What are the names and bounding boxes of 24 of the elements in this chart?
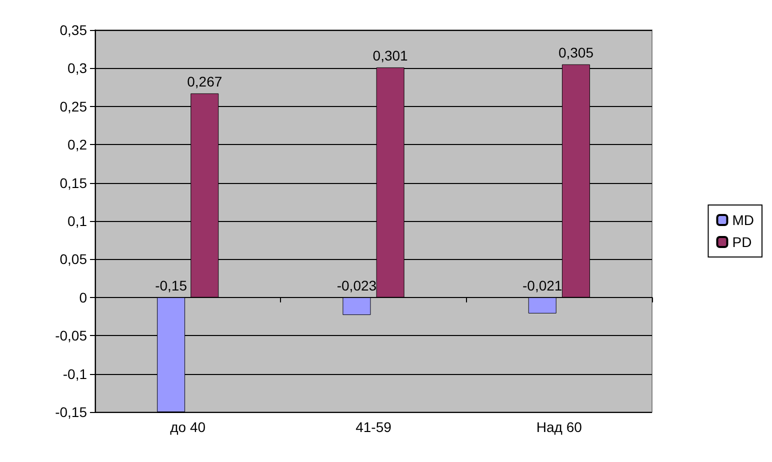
y-tick-label: 0,3	[68, 60, 88, 76]
data-label: 0,267	[187, 73, 222, 90]
data-label: -0,15	[155, 277, 188, 294]
data-label: 0,305	[558, 44, 594, 60]
bar	[342, 297, 371, 315]
y-tick-label: 0,2	[68, 136, 88, 153]
y-tick-label: -0,15	[55, 404, 88, 420]
legend-label: PD	[732, 234, 752, 250]
data-label: 0,301	[372, 47, 408, 64]
legend-label: MD	[732, 212, 754, 228]
y-tick-label: -0,1	[62, 366, 88, 382]
bar	[528, 297, 556, 314]
y-tick-label: 0,35	[60, 22, 88, 38]
x-tick-label: до 40	[170, 419, 206, 435]
y-tick-label: 0,25	[60, 98, 88, 114]
y-tick-label: 0,15	[60, 174, 88, 191]
data-label: -0,023	[336, 277, 377, 294]
y-tick-label: 0	[79, 289, 88, 306]
y-tick-label: -0,05	[55, 328, 88, 344]
data-label: -0,021	[522, 277, 562, 294]
y-tick-label: 0,1	[68, 213, 88, 229]
y-tick-label: 0,05	[60, 251, 88, 268]
x-tick-label: 41-59	[356, 419, 392, 435]
x-tick-label: Над 60	[536, 419, 582, 435]
